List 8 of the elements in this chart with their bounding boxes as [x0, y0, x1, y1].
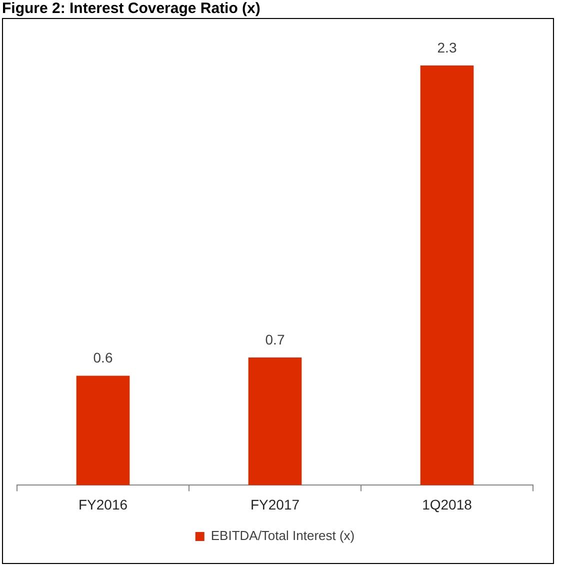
data-label: 2.3: [437, 39, 457, 56]
x-tick-label: FY2016: [78, 496, 128, 512]
legend-label: EBITDA/Total Interest (x): [210, 528, 355, 544]
x-tick-label: FY2017: [250, 496, 300, 512]
x-tick-label: 1Q2018: [422, 496, 472, 512]
data-label: 0.6: [93, 350, 113, 366]
data-label: 0.7: [265, 331, 285, 348]
chart-title: Figure 2: Interest Coverage Ratio (x): [1, 0, 262, 18]
